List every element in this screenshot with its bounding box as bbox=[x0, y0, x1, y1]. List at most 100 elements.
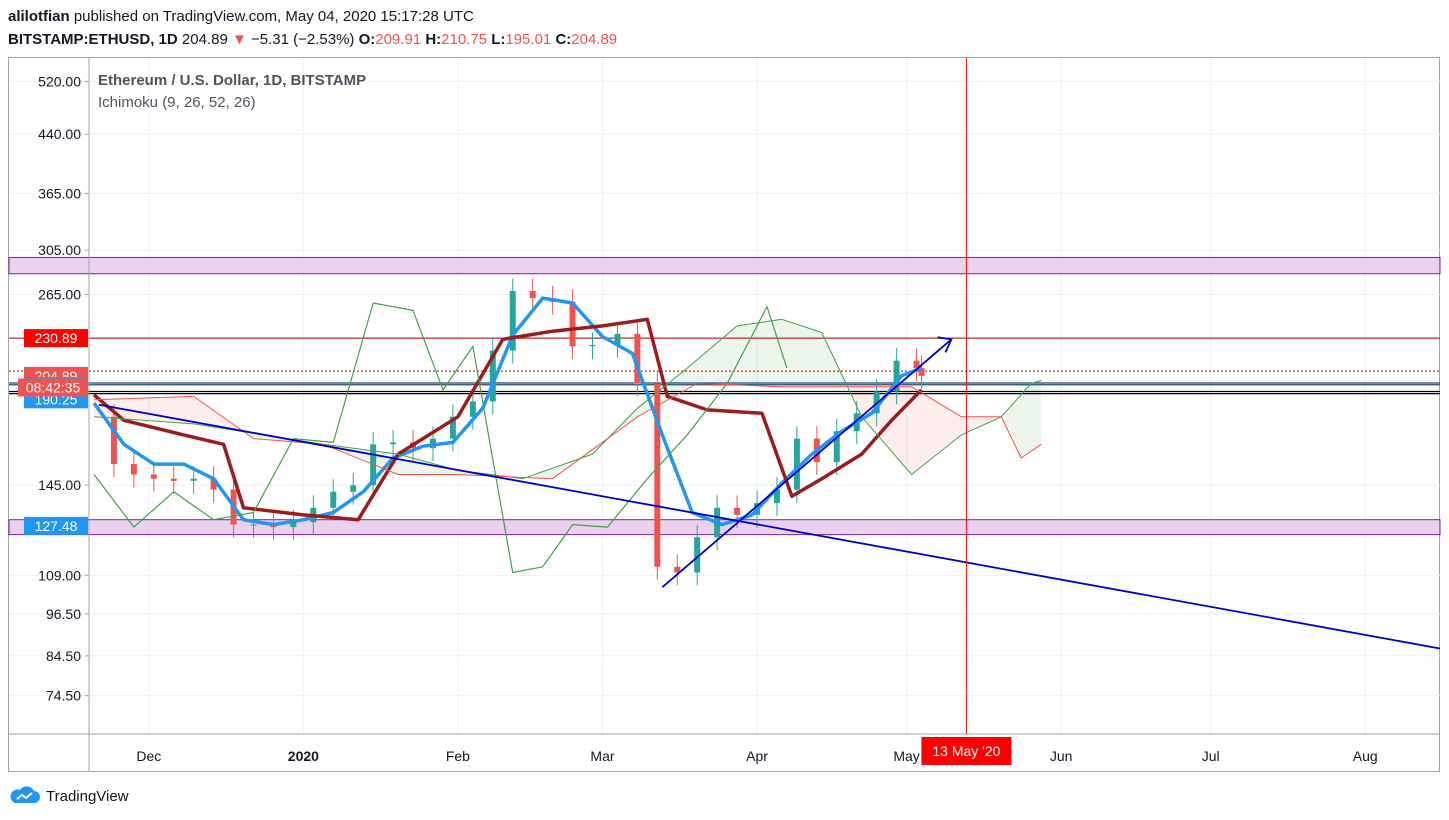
high-value: 210.75 bbox=[441, 31, 488, 48]
ichimoku-cloud bbox=[712, 342, 718, 385]
countdown-box bbox=[18, 378, 88, 397]
author-name[interactable]: alilotfian bbox=[8, 8, 70, 25]
ichimoku-cloud bbox=[1016, 394, 1022, 459]
tradingview-logo[interactable]: TradingView bbox=[8, 786, 129, 806]
price-tick-label: 84.50 bbox=[46, 648, 81, 664]
candle-body bbox=[110, 416, 117, 465]
ichimoku-cloud bbox=[1026, 383, 1032, 455]
ichimoku-cloud bbox=[163, 397, 169, 423]
candle-body bbox=[190, 478, 197, 481]
ichimoku-cloud bbox=[413, 458, 419, 475]
candle-body bbox=[634, 333, 641, 384]
ichimoku-cloud bbox=[158, 397, 164, 422]
price-tick-label: 74.50 bbox=[46, 688, 81, 704]
ichimoku-cloud bbox=[213, 409, 219, 428]
ichimoku-cloud bbox=[1001, 411, 1007, 427]
ichimoku-cloud bbox=[747, 323, 753, 386]
countdown-text: 08:42:35 bbox=[26, 379, 81, 395]
ichimoku-cloud bbox=[692, 359, 698, 387]
price-label-text: 127.48 bbox=[35, 518, 78, 534]
ichimoku-cloud bbox=[423, 460, 428, 475]
ichimoku-cloud bbox=[936, 401, 942, 455]
ichimoku-cloud bbox=[547, 467, 553, 479]
ichimoku-cloud bbox=[403, 455, 409, 475]
ichimoku-cloud bbox=[1036, 380, 1042, 448]
ichimoku-cloud bbox=[926, 395, 932, 463]
candle-body bbox=[694, 537, 701, 573]
ichimoku-cloud bbox=[946, 407, 952, 447]
ichimoku-cloud bbox=[542, 469, 548, 479]
ichimoku-cloud bbox=[178, 396, 184, 424]
ichimoku-cloud bbox=[378, 451, 384, 469]
candle-body bbox=[509, 290, 516, 351]
ichimoku-cloud bbox=[682, 368, 688, 392]
ichimoku-cloud bbox=[941, 404, 947, 451]
ichimoku-cloud bbox=[846, 382, 852, 394]
price-tick-label: 365.00 bbox=[38, 185, 81, 201]
tradingview-cloud-icon bbox=[10, 786, 40, 803]
ichimoku-cloud bbox=[976, 416, 982, 428]
ichimoku-cloud bbox=[408, 456, 414, 475]
support-resistance-zone bbox=[8, 519, 1441, 536]
ichimoku-cloud bbox=[951, 410, 957, 443]
ichimoku-cloud bbox=[1011, 399, 1017, 448]
candle-body bbox=[350, 485, 357, 492]
time-tick-label: Aug bbox=[1353, 748, 1378, 764]
ichimoku-cloud bbox=[766, 320, 772, 387]
candle-body bbox=[489, 350, 496, 402]
ichimoku-cloud bbox=[258, 434, 264, 440]
candle-body bbox=[290, 522, 297, 528]
ichimoku-cloud bbox=[153, 397, 159, 422]
time-tick-label: 2020 bbox=[288, 748, 319, 764]
high-label: H: bbox=[425, 31, 442, 48]
price-label-box bbox=[24, 516, 88, 535]
ichimoku-cloud bbox=[732, 325, 738, 385]
price-tick-label: 520.00 bbox=[38, 73, 81, 89]
ichimoku-cloud bbox=[707, 346, 713, 385]
price-tick-label: 109.00 bbox=[38, 567, 81, 583]
candle-body bbox=[330, 491, 337, 508]
chart-subtitle: Ichimoku (9, 26, 52, 26) bbox=[98, 94, 256, 111]
ichimoku-cloud bbox=[168, 397, 174, 423]
ohlc-legend: BITSTAMP:ETHUSD, 1D 204.89 ▼ −5.31 (−2.5… bbox=[8, 31, 617, 48]
candle-body bbox=[210, 478, 217, 490]
ichimoku-cloud bbox=[193, 396, 199, 425]
ichimoku-cloud bbox=[921, 392, 927, 467]
candle-body bbox=[773, 489, 780, 504]
candle-body bbox=[893, 360, 900, 392]
candle-body bbox=[918, 368, 925, 376]
ichimoku-cloud bbox=[1031, 381, 1037, 452]
publish-text: published on TradingView.com, May 04, 20… bbox=[73, 8, 474, 25]
publish-info: alilotfian published on TradingView.com,… bbox=[8, 8, 474, 25]
last-price: 204.89 bbox=[181, 31, 228, 48]
ichimoku-cloud bbox=[138, 398, 144, 421]
ichimoku-cloud bbox=[128, 398, 134, 420]
ichimoku-cloud bbox=[806, 327, 812, 387]
chart-title: Ethereum / U.S. Dollar, 1D, BITSTAMP bbox=[98, 72, 366, 89]
ichimoku-cloud bbox=[986, 416, 992, 424]
ichimoku-cloud bbox=[896, 386, 902, 463]
symbol-label: BITSTAMP:ETHUSD, 1D bbox=[8, 31, 178, 48]
ichimoku-cloud bbox=[991, 416, 997, 422]
ichimoku-cloud bbox=[722, 333, 728, 385]
close-label: C: bbox=[555, 31, 572, 48]
price-tick-label: 305.00 bbox=[38, 242, 81, 258]
open-label: O: bbox=[358, 31, 376, 48]
ichimoku-cloud bbox=[956, 413, 962, 439]
ichimoku-cloud bbox=[418, 459, 424, 475]
ichimoku-cloud bbox=[607, 432, 613, 438]
close-value: 204.89 bbox=[571, 31, 618, 48]
ichimoku-cloud bbox=[203, 403, 209, 427]
candle-body bbox=[390, 442, 397, 445]
candle-body bbox=[793, 438, 800, 490]
ichimoku-cloud bbox=[253, 433, 259, 440]
ichimoku-cloud bbox=[966, 416, 972, 433]
candle-body bbox=[529, 290, 536, 299]
ichimoku-cloud bbox=[931, 398, 937, 459]
candle-body bbox=[170, 478, 177, 481]
chart-frame[interactable] bbox=[8, 57, 1440, 772]
trendline bbox=[98, 403, 1441, 650]
down-arrow-icon: ▼ bbox=[231, 31, 247, 48]
ichimoku-cloud bbox=[961, 416, 967, 435]
